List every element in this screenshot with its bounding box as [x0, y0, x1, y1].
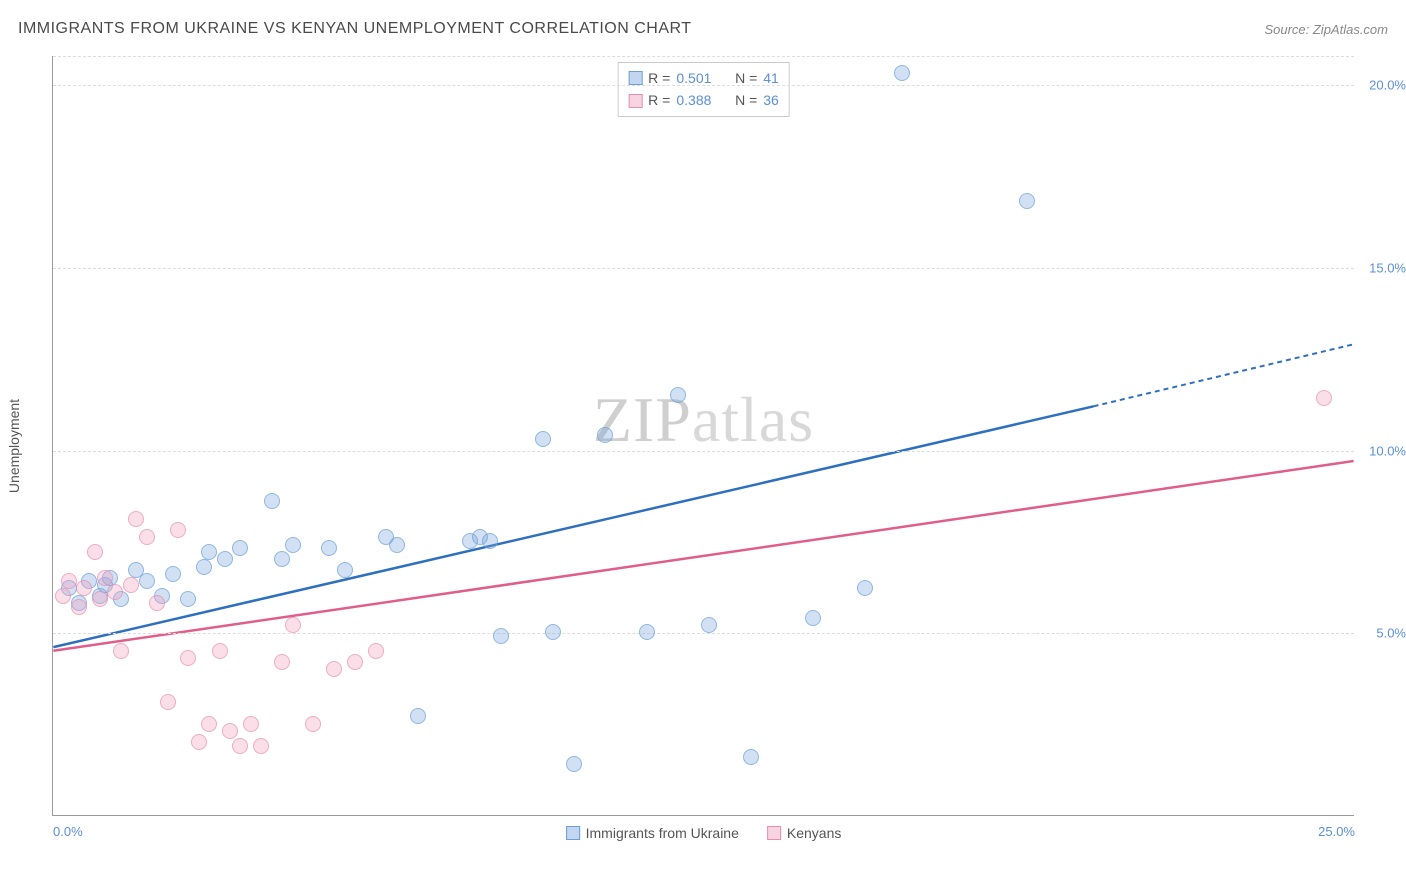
data-point-kenyans [285, 617, 301, 633]
y-tick-label: 5.0% [1358, 626, 1406, 641]
y-tick-label: 15.0% [1358, 260, 1406, 275]
data-point-kenyans [71, 599, 87, 615]
data-point-ukraine [201, 544, 217, 560]
gridline [53, 56, 1354, 57]
data-point-ukraine [670, 387, 686, 403]
data-point-ukraine [321, 540, 337, 556]
data-point-kenyans [326, 661, 342, 677]
data-point-ukraine [337, 562, 353, 578]
trend-lines [53, 56, 1354, 815]
data-point-kenyans [274, 654, 290, 670]
data-point-kenyans [97, 570, 113, 586]
y-tick-label: 10.0% [1358, 443, 1406, 458]
gridline [53, 633, 1354, 634]
gridline [53, 268, 1354, 269]
data-point-ukraine [857, 580, 873, 596]
data-point-ukraine [274, 551, 290, 567]
data-point-ukraine [196, 559, 212, 575]
source-attribution: Source: ZipAtlas.com [1264, 22, 1388, 37]
legend-swatch-pink [628, 94, 642, 108]
data-point-ukraine [545, 624, 561, 640]
chart-title: IMMIGRANTS FROM UKRAINE VS KENYAN UNEMPL… [18, 20, 692, 38]
y-axis-title: Unemployment [6, 399, 22, 493]
data-point-ukraine [285, 537, 301, 553]
data-point-ukraine [139, 573, 155, 589]
data-point-ukraine [894, 65, 910, 81]
x-tick-label: 25.0% [1318, 824, 1355, 839]
data-point-ukraine [701, 617, 717, 633]
chart-plot-area: ZIPatlas R = 0.501 N = 41 R = 0.388 N = … [52, 56, 1354, 816]
data-point-ukraine [639, 624, 655, 640]
data-point-kenyans [368, 643, 384, 659]
data-point-ukraine [165, 566, 181, 582]
data-point-kenyans [92, 591, 108, 607]
legend-swatch-blue [566, 826, 580, 840]
data-point-ukraine [493, 628, 509, 644]
data-point-kenyans [128, 511, 144, 527]
source-link[interactable]: ZipAtlas.com [1313, 22, 1388, 37]
data-point-kenyans [305, 716, 321, 732]
gridline [53, 451, 1354, 452]
data-point-kenyans [160, 694, 176, 710]
data-point-kenyans [212, 643, 228, 659]
correlation-legend: R = 0.501 N = 41 R = 0.388 N = 36 [617, 62, 790, 117]
data-point-kenyans [139, 529, 155, 545]
data-point-kenyans [55, 588, 71, 604]
legend-row: R = 0.388 N = 36 [628, 89, 779, 111]
data-point-kenyans [113, 643, 129, 659]
y-tick-label: 20.0% [1358, 78, 1406, 93]
data-point-ukraine [743, 749, 759, 765]
data-point-kenyans [1316, 390, 1332, 406]
data-point-kenyans [222, 723, 238, 739]
legend-swatch-pink [767, 826, 781, 840]
series-legend: Immigrants from Ukraine Kenyans [566, 825, 842, 841]
data-point-kenyans [347, 654, 363, 670]
data-point-kenyans [232, 738, 248, 754]
data-point-ukraine [389, 537, 405, 553]
data-point-kenyans [61, 573, 77, 589]
legend-item: Immigrants from Ukraine [566, 825, 739, 841]
data-point-kenyans [201, 716, 217, 732]
data-point-kenyans [170, 522, 186, 538]
x-tick-label: 0.0% [53, 824, 83, 839]
data-point-ukraine [805, 610, 821, 626]
legend-label: Kenyans [787, 825, 841, 841]
data-point-ukraine [410, 708, 426, 724]
data-point-kenyans [123, 577, 139, 593]
data-point-ukraine [566, 756, 582, 772]
legend-label: Immigrants from Ukraine [586, 825, 739, 841]
data-point-ukraine [482, 533, 498, 549]
data-point-kenyans [107, 584, 123, 600]
data-point-ukraine [535, 431, 551, 447]
data-point-kenyans [87, 544, 103, 560]
data-point-ukraine [264, 493, 280, 509]
data-point-ukraine [217, 551, 233, 567]
data-point-kenyans [149, 595, 165, 611]
data-point-kenyans [243, 716, 259, 732]
data-point-kenyans [191, 734, 207, 750]
data-point-kenyans [76, 580, 92, 596]
data-point-ukraine [180, 591, 196, 607]
data-point-kenyans [253, 738, 269, 754]
legend-item: Kenyans [767, 825, 841, 841]
data-point-ukraine [1019, 193, 1035, 209]
legend-swatch-blue [628, 71, 642, 85]
gridline [53, 85, 1354, 86]
data-point-ukraine [597, 427, 613, 443]
data-point-kenyans [180, 650, 196, 666]
data-point-ukraine [232, 540, 248, 556]
